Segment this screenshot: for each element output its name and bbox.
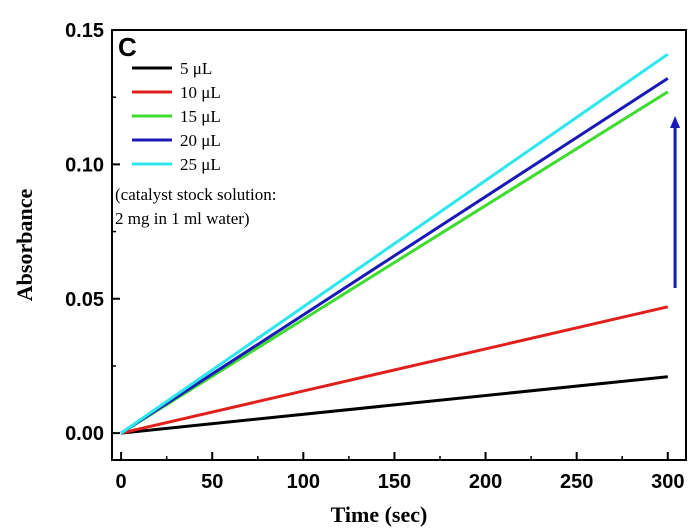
y-tick-label: 0.15 [65,20,104,42]
y-axis-title: Absorbance [12,189,37,302]
series-line-4 [120,77,669,435]
x-tick-label: 50 [201,471,223,493]
y-tick-label: 0.00 [65,423,104,445]
x-tick-label: 0 [116,471,127,493]
trend-arrow-head [670,116,681,128]
plot-frame [111,29,687,461]
x-tick-label: 200 [469,471,502,493]
annotation-line: 2 mg in 1 ml water) [115,209,250,228]
series-line-3 [120,90,669,435]
legend-label: 15 μL [180,107,221,126]
legend-label: 20 μL [180,131,221,150]
x-axis-title: Time (sec) [331,502,428,527]
y-tick-label: 0.05 [65,289,104,311]
x-tick-label: 250 [560,471,593,493]
legend-label: 10 μL [180,83,221,102]
x-tick-label: 300 [651,471,684,493]
legend-label: 25 μL [180,155,221,174]
legend-label: 5 μL [180,59,212,78]
y-tick-label: 0.10 [65,154,104,176]
x-tick-label: 100 [287,471,320,493]
panel-label: C [118,32,137,62]
annotation-line: (catalyst stock solution: [115,185,276,204]
series-line-2 [120,305,669,435]
series-line-1 [120,375,668,435]
series-line-5 [120,52,669,435]
x-tick-label: 150 [378,471,411,493]
